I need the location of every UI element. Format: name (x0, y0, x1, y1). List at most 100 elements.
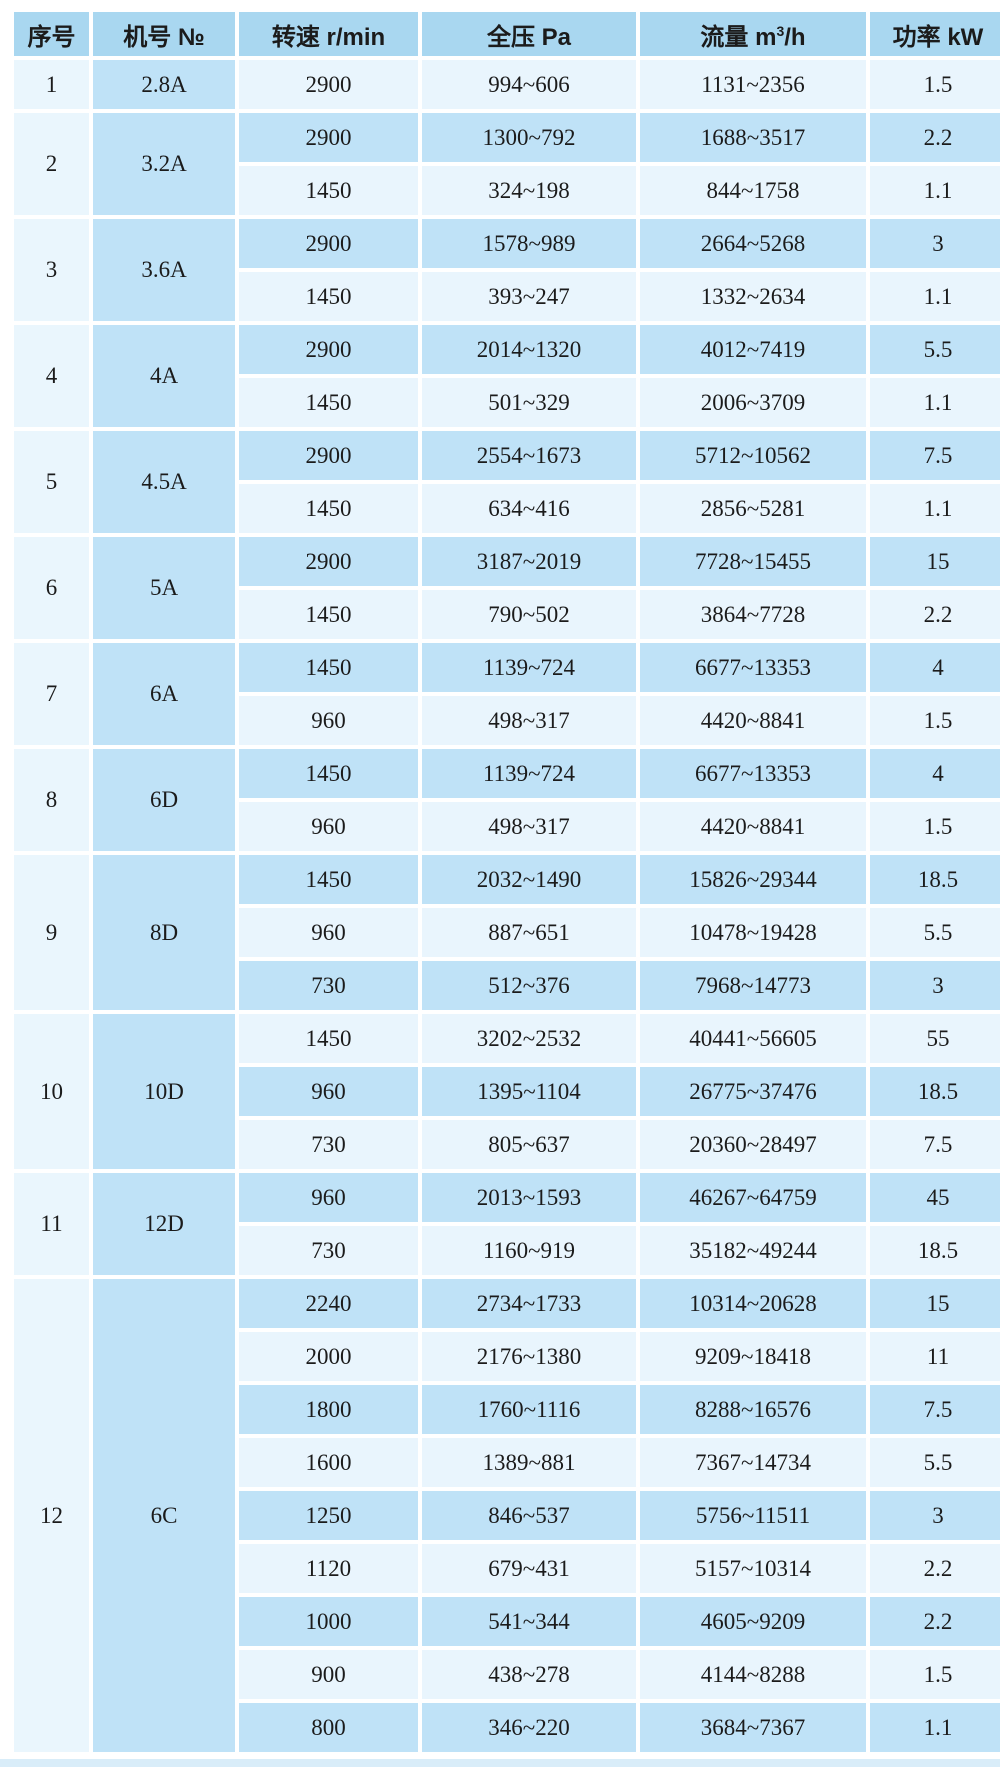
power-cell: 15 (870, 537, 1000, 586)
power-cell: 1.1 (870, 1703, 1000, 1752)
table-row: 1450 501~329 2006~3709 1.1 (14, 378, 1000, 427)
flow-cell: 844~1758 (640, 166, 866, 215)
pressure-cell: 3202~2532 (422, 1014, 636, 1063)
speed-cell: 2900 (239, 60, 418, 109)
pressure-cell: 324~198 (422, 166, 636, 215)
power-cell: 3 (870, 219, 1000, 268)
speed-cell: 730 (239, 1120, 418, 1169)
table-row: 730 512~376 7968~14773 3 (14, 961, 1000, 1010)
table-row: 730 805~637 20360~28497 7.5 (14, 1120, 1000, 1169)
speed-cell: 960 (239, 802, 418, 851)
flow-cell: 4012~7419 (640, 325, 866, 374)
flow-cell: 15826~29344 (640, 855, 866, 904)
table-row: 800 346~220 3684~7367 1.1 (14, 1703, 1000, 1752)
pressure-cell: 2032~1490 (422, 855, 636, 904)
table-row: 1800 1760~1116 8288~16576 7.5 (14, 1385, 1000, 1434)
flow-cell: 10314~20628 (640, 1279, 866, 1328)
flow-cell: 1688~3517 (640, 113, 866, 162)
table-row: 1250 846~537 5756~11511 3 (14, 1491, 1000, 1540)
model-cell: 4.5A (93, 431, 235, 533)
fan-spec-table: 序号 机号 № 转速 r/min 全压 Pa 流量 m3/h 功率 kW 1 2.… (10, 8, 1000, 1756)
power-cell: 1.5 (870, 60, 1000, 109)
power-cell: 1.5 (870, 1650, 1000, 1699)
speed-cell: 2900 (239, 113, 418, 162)
speed-cell: 960 (239, 1173, 418, 1222)
speed-cell: 2900 (239, 219, 418, 268)
seq-cell: 1 (14, 60, 89, 109)
flow-cell: 3684~7367 (640, 1703, 866, 1752)
speed-cell: 1450 (239, 484, 418, 533)
speed-cell: 1600 (239, 1438, 418, 1487)
speed-cell: 1120 (239, 1544, 418, 1593)
seq-cell: 10 (14, 1014, 89, 1169)
seq-cell: 7 (14, 643, 89, 745)
flow-cell: 7968~14773 (640, 961, 866, 1010)
flow-cell: 35182~49244 (640, 1226, 866, 1275)
pressure-cell: 1395~1104 (422, 1067, 636, 1116)
col-header-model: 机号 № (93, 12, 235, 56)
table-row: 1450 790~502 3864~7728 2.2 (14, 590, 1000, 639)
speed-cell: 730 (239, 961, 418, 1010)
seq-cell: 8 (14, 749, 89, 851)
flow-cell: 2006~3709 (640, 378, 866, 427)
seq-cell: 11 (14, 1173, 89, 1275)
flow-cell: 1131~2356 (640, 60, 866, 109)
pressure-cell: 346~220 (422, 1703, 636, 1752)
model-cell: 4A (93, 325, 235, 427)
pressure-cell: 679~431 (422, 1544, 636, 1593)
table-row: 1450 324~198 844~1758 1.1 (14, 166, 1000, 215)
power-cell: 18.5 (870, 1226, 1000, 1275)
power-cell: 7.5 (870, 1120, 1000, 1169)
pressure-cell: 634~416 (422, 484, 636, 533)
table-row: 3 3.6A 2900 1578~989 2664~5268 3 (14, 219, 1000, 321)
speed-cell: 2900 (239, 431, 418, 480)
flow-cell: 1332~2634 (640, 272, 866, 321)
pressure-cell: 512~376 (422, 961, 636, 1010)
pressure-cell: 3187~2019 (422, 537, 636, 586)
flow-cell: 6677~13353 (640, 749, 866, 798)
speed-cell: 1450 (239, 749, 418, 798)
col-header-flow: 流量 m3/h (640, 12, 866, 56)
flow-cell: 4144~8288 (640, 1650, 866, 1699)
speed-cell: 800 (239, 1703, 418, 1752)
table-row: 9 8D 1450 2032~1490 15826~29344 18.5 (14, 855, 1000, 1010)
table-row: 4 4A 2900 2014~1320 4012~7419 5.5 (14, 325, 1000, 427)
seq-cell: 9 (14, 855, 89, 1010)
speed-cell: 2000 (239, 1332, 418, 1381)
power-cell: 5.5 (870, 1438, 1000, 1487)
flow-cell: 26775~37476 (640, 1067, 866, 1116)
power-cell: 2.2 (870, 1597, 1000, 1646)
pressure-cell: 2014~1320 (422, 325, 636, 374)
power-cell: 2.2 (870, 1544, 1000, 1593)
table-row: 1450 393~247 1332~2634 1.1 (14, 272, 1000, 321)
pressure-cell: 498~317 (422, 696, 636, 745)
pressure-cell: 1300~792 (422, 113, 636, 162)
pressure-cell: 2176~1380 (422, 1332, 636, 1381)
flow-cell: 2664~5268 (640, 219, 866, 268)
table-row: 7 6A 1450 1139~724 6677~13353 4 (14, 643, 1000, 745)
flow-cell: 40441~56605 (640, 1014, 866, 1063)
pressure-cell: 2734~1733 (422, 1279, 636, 1328)
power-cell: 2.2 (870, 113, 1000, 162)
model-cell: 3.6A (93, 219, 235, 321)
pressure-cell: 498~317 (422, 802, 636, 851)
speed-cell: 2240 (239, 1279, 418, 1328)
pressure-cell: 846~537 (422, 1491, 636, 1540)
table-row: 960 1395~1104 26775~37476 18.5 (14, 1067, 1000, 1116)
table-body: 1 2.8A 2900 994~606 1131~2356 1.5 2 3.2A 2900 130… (14, 60, 1000, 1752)
power-cell: 4 (870, 749, 1000, 798)
power-cell: 45 (870, 1173, 1000, 1222)
flow-cell: 8288~16576 (640, 1385, 866, 1434)
power-cell: 18.5 (870, 855, 1000, 904)
model-cell: 8D (93, 855, 235, 1010)
flow-cell: 4605~9209 (640, 1597, 866, 1646)
power-cell: 3 (870, 961, 1000, 1010)
power-cell: 7.5 (870, 1385, 1000, 1434)
model-cell: 2.8A (93, 60, 235, 109)
pressure-cell: 805~637 (422, 1120, 636, 1169)
speed-cell: 960 (239, 1067, 418, 1116)
speed-cell: 2900 (239, 325, 418, 374)
pressure-cell: 438~278 (422, 1650, 636, 1699)
power-cell: 1.1 (870, 484, 1000, 533)
power-cell: 18.5 (870, 1067, 1000, 1116)
